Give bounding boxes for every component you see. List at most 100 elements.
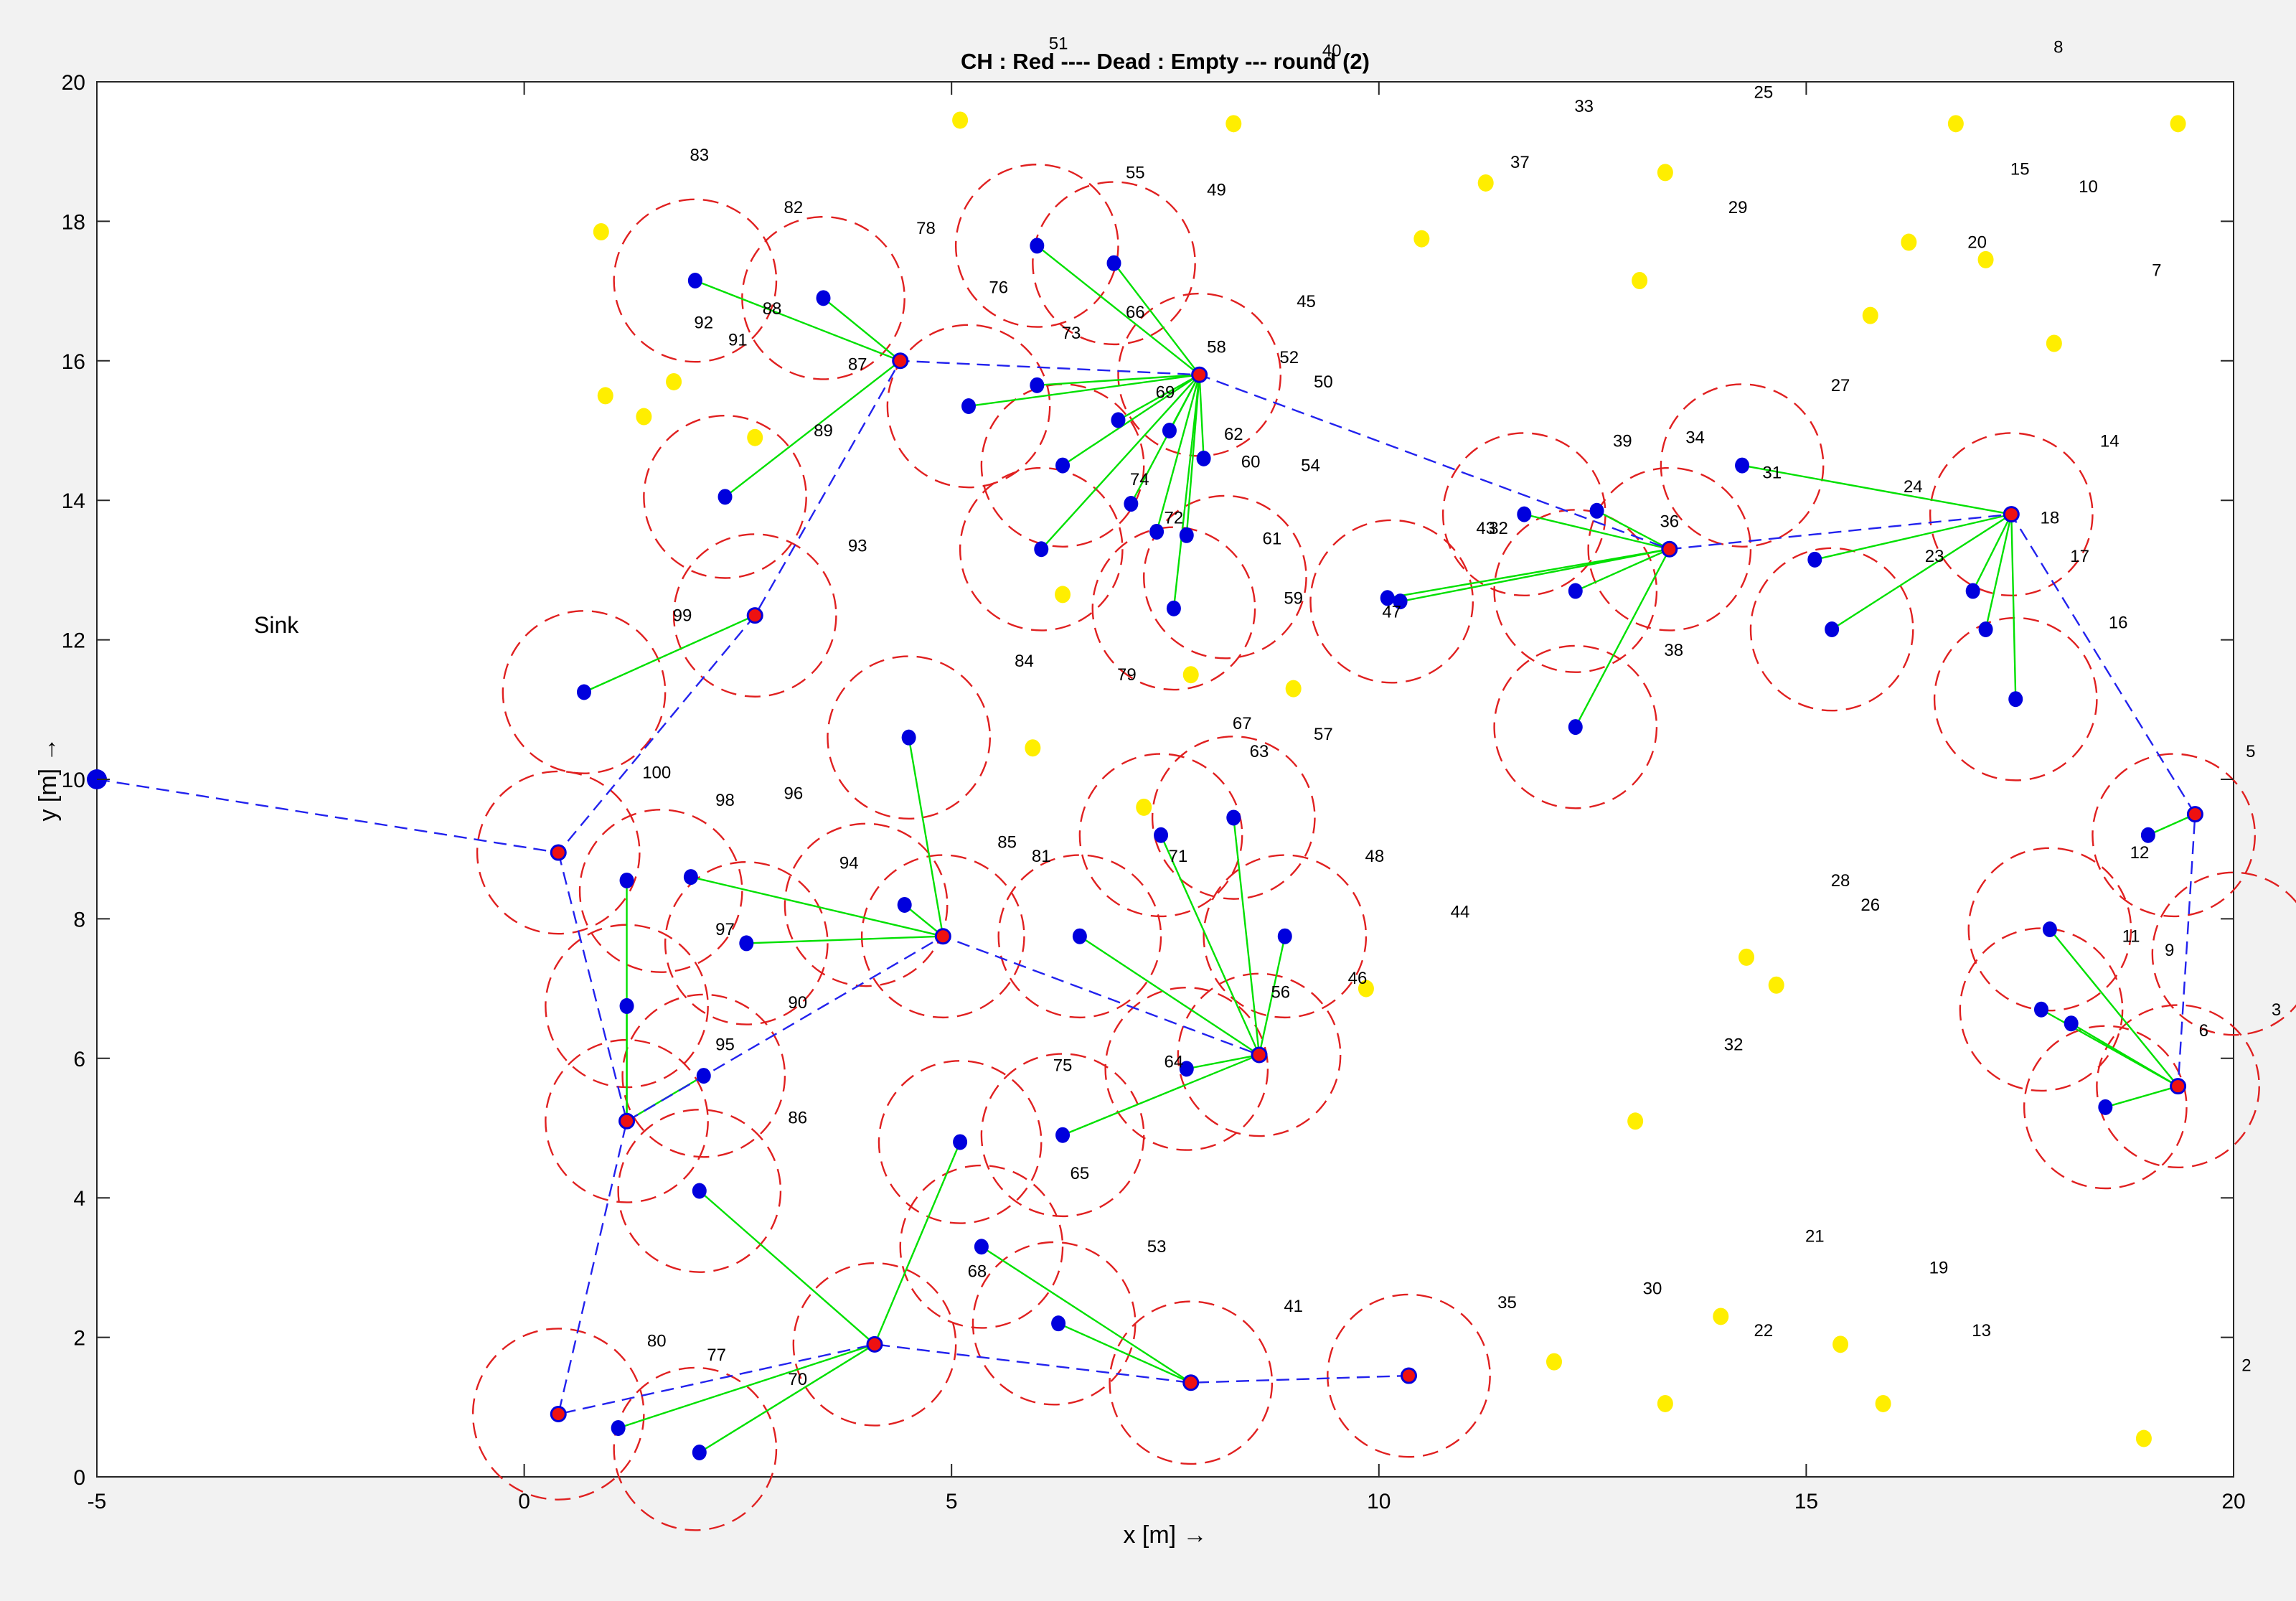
alive-node (2098, 1099, 2113, 1115)
member-link (1037, 374, 1200, 387)
y-tick-label: 2 (73, 1327, 85, 1351)
node-label: 90 (788, 993, 807, 1013)
node-label: 49 (1207, 181, 1226, 200)
node-label: 15 (2010, 160, 2030, 179)
dead-node (1875, 1394, 1891, 1412)
cluster-boundary (980, 383, 1145, 548)
node-label: 24 (1904, 477, 1923, 497)
cluster-head (550, 1406, 567, 1423)
node-label: 68 (968, 1262, 987, 1281)
member-link (873, 1141, 961, 1345)
node-label: 57 (1314, 725, 1333, 744)
alive-node (1106, 255, 1121, 271)
node-label: 83 (690, 146, 709, 165)
cluster-boundary (672, 533, 837, 698)
cluster-boundary (1933, 616, 2098, 781)
cluster-boundary (997, 854, 1162, 1019)
node-label: 97 (715, 920, 735, 939)
node-label: 16 (2109, 613, 2128, 632)
node-label: 80 (647, 1331, 667, 1351)
cluster-boundary (643, 414, 807, 579)
member-link (1596, 510, 1670, 550)
node-label: 70 (788, 1370, 807, 1389)
cluster-boundary (1967, 847, 2132, 1012)
node-label: 65 (1071, 1164, 1090, 1183)
node-label: 91 (728, 331, 748, 350)
cluster-boundary (664, 861, 829, 1025)
member-link (1186, 1053, 1260, 1070)
dead-node (666, 372, 682, 390)
alive-node (1196, 450, 1211, 466)
node-label: 34 (1685, 428, 1705, 448)
cluster-boundary (2096, 1004, 2260, 1169)
alive-node (1277, 928, 1292, 944)
node-label: 94 (839, 854, 859, 873)
member-link (699, 1190, 875, 1346)
alive-node (1568, 583, 1583, 599)
cluster-boundary (471, 1328, 645, 1501)
cluster-boundary (1078, 753, 1243, 918)
alive-node (1179, 1061, 1194, 1077)
node-label: 52 (1279, 348, 1299, 367)
node-label: 10 (2079, 177, 2098, 197)
member-link (690, 875, 944, 937)
alive-node (1030, 377, 1045, 393)
member-link (1079, 935, 1260, 1056)
member-link (1198, 375, 1205, 459)
node-label: 54 (1301, 456, 1320, 476)
member-link (2048, 929, 2179, 1087)
alive-node (2008, 691, 2023, 708)
member-link (1036, 245, 1200, 376)
node-label: 74 (1130, 470, 1149, 489)
node-label: 2 (2241, 1356, 2251, 1375)
member-link (1172, 375, 1200, 609)
node-label: 93 (848, 536, 867, 555)
node-label: 39 (1613, 432, 1632, 451)
cluster-head (2003, 506, 2020, 523)
cluster-head (934, 928, 951, 945)
node-label: 26 (1860, 896, 1880, 915)
node-label: 59 (1284, 588, 1303, 608)
cluster-head (746, 607, 763, 624)
cluster-boundary (613, 198, 778, 363)
x-tick-label: -5 (88, 1490, 107, 1513)
cluster-boundary (954, 164, 1119, 328)
node-label: 3 (2272, 1000, 2281, 1020)
node-label: 21 (1805, 1227, 1825, 1246)
alive-node (1162, 423, 1177, 438)
cluster-boundary (621, 993, 786, 1158)
alive-node (739, 935, 754, 952)
cluster-boundary (502, 610, 667, 774)
y-tick-label: 6 (73, 1048, 85, 1071)
member-link (1972, 514, 2013, 592)
alive-node (619, 997, 634, 1014)
dead-node (2170, 115, 2186, 133)
cluster-boundary (878, 1060, 1043, 1224)
node-label: 38 (1664, 641, 1683, 660)
member-link (1985, 514, 2013, 630)
member-link (1058, 1323, 1192, 1384)
node-label: 45 (1297, 292, 1316, 311)
plot-content: Sink (87, 111, 2296, 1531)
alive-node (1055, 457, 1071, 474)
alive-node (692, 1444, 707, 1460)
alive-node (2140, 827, 2155, 843)
dead-node (1055, 586, 1071, 604)
dead-node (593, 222, 609, 240)
y-tick-label: 20 (62, 71, 85, 95)
node-label: 32 (1489, 519, 1508, 538)
alive-node (1111, 412, 1126, 428)
alive-node (692, 1183, 707, 1199)
ch-route-line (557, 852, 1409, 1416)
cluster-boundary (1104, 987, 1269, 1151)
cluster-boundary (886, 324, 1051, 489)
cluster-boundary (578, 809, 743, 973)
node-label: 100 (642, 763, 671, 782)
node-label: 20 (1967, 233, 1987, 253)
alive-node (1380, 590, 1395, 606)
cluster-boundary (1749, 547, 1914, 712)
member-link (2104, 1085, 2178, 1108)
alive-node (974, 1239, 989, 1255)
alive-node (687, 273, 702, 289)
node-label: 88 (763, 299, 782, 319)
